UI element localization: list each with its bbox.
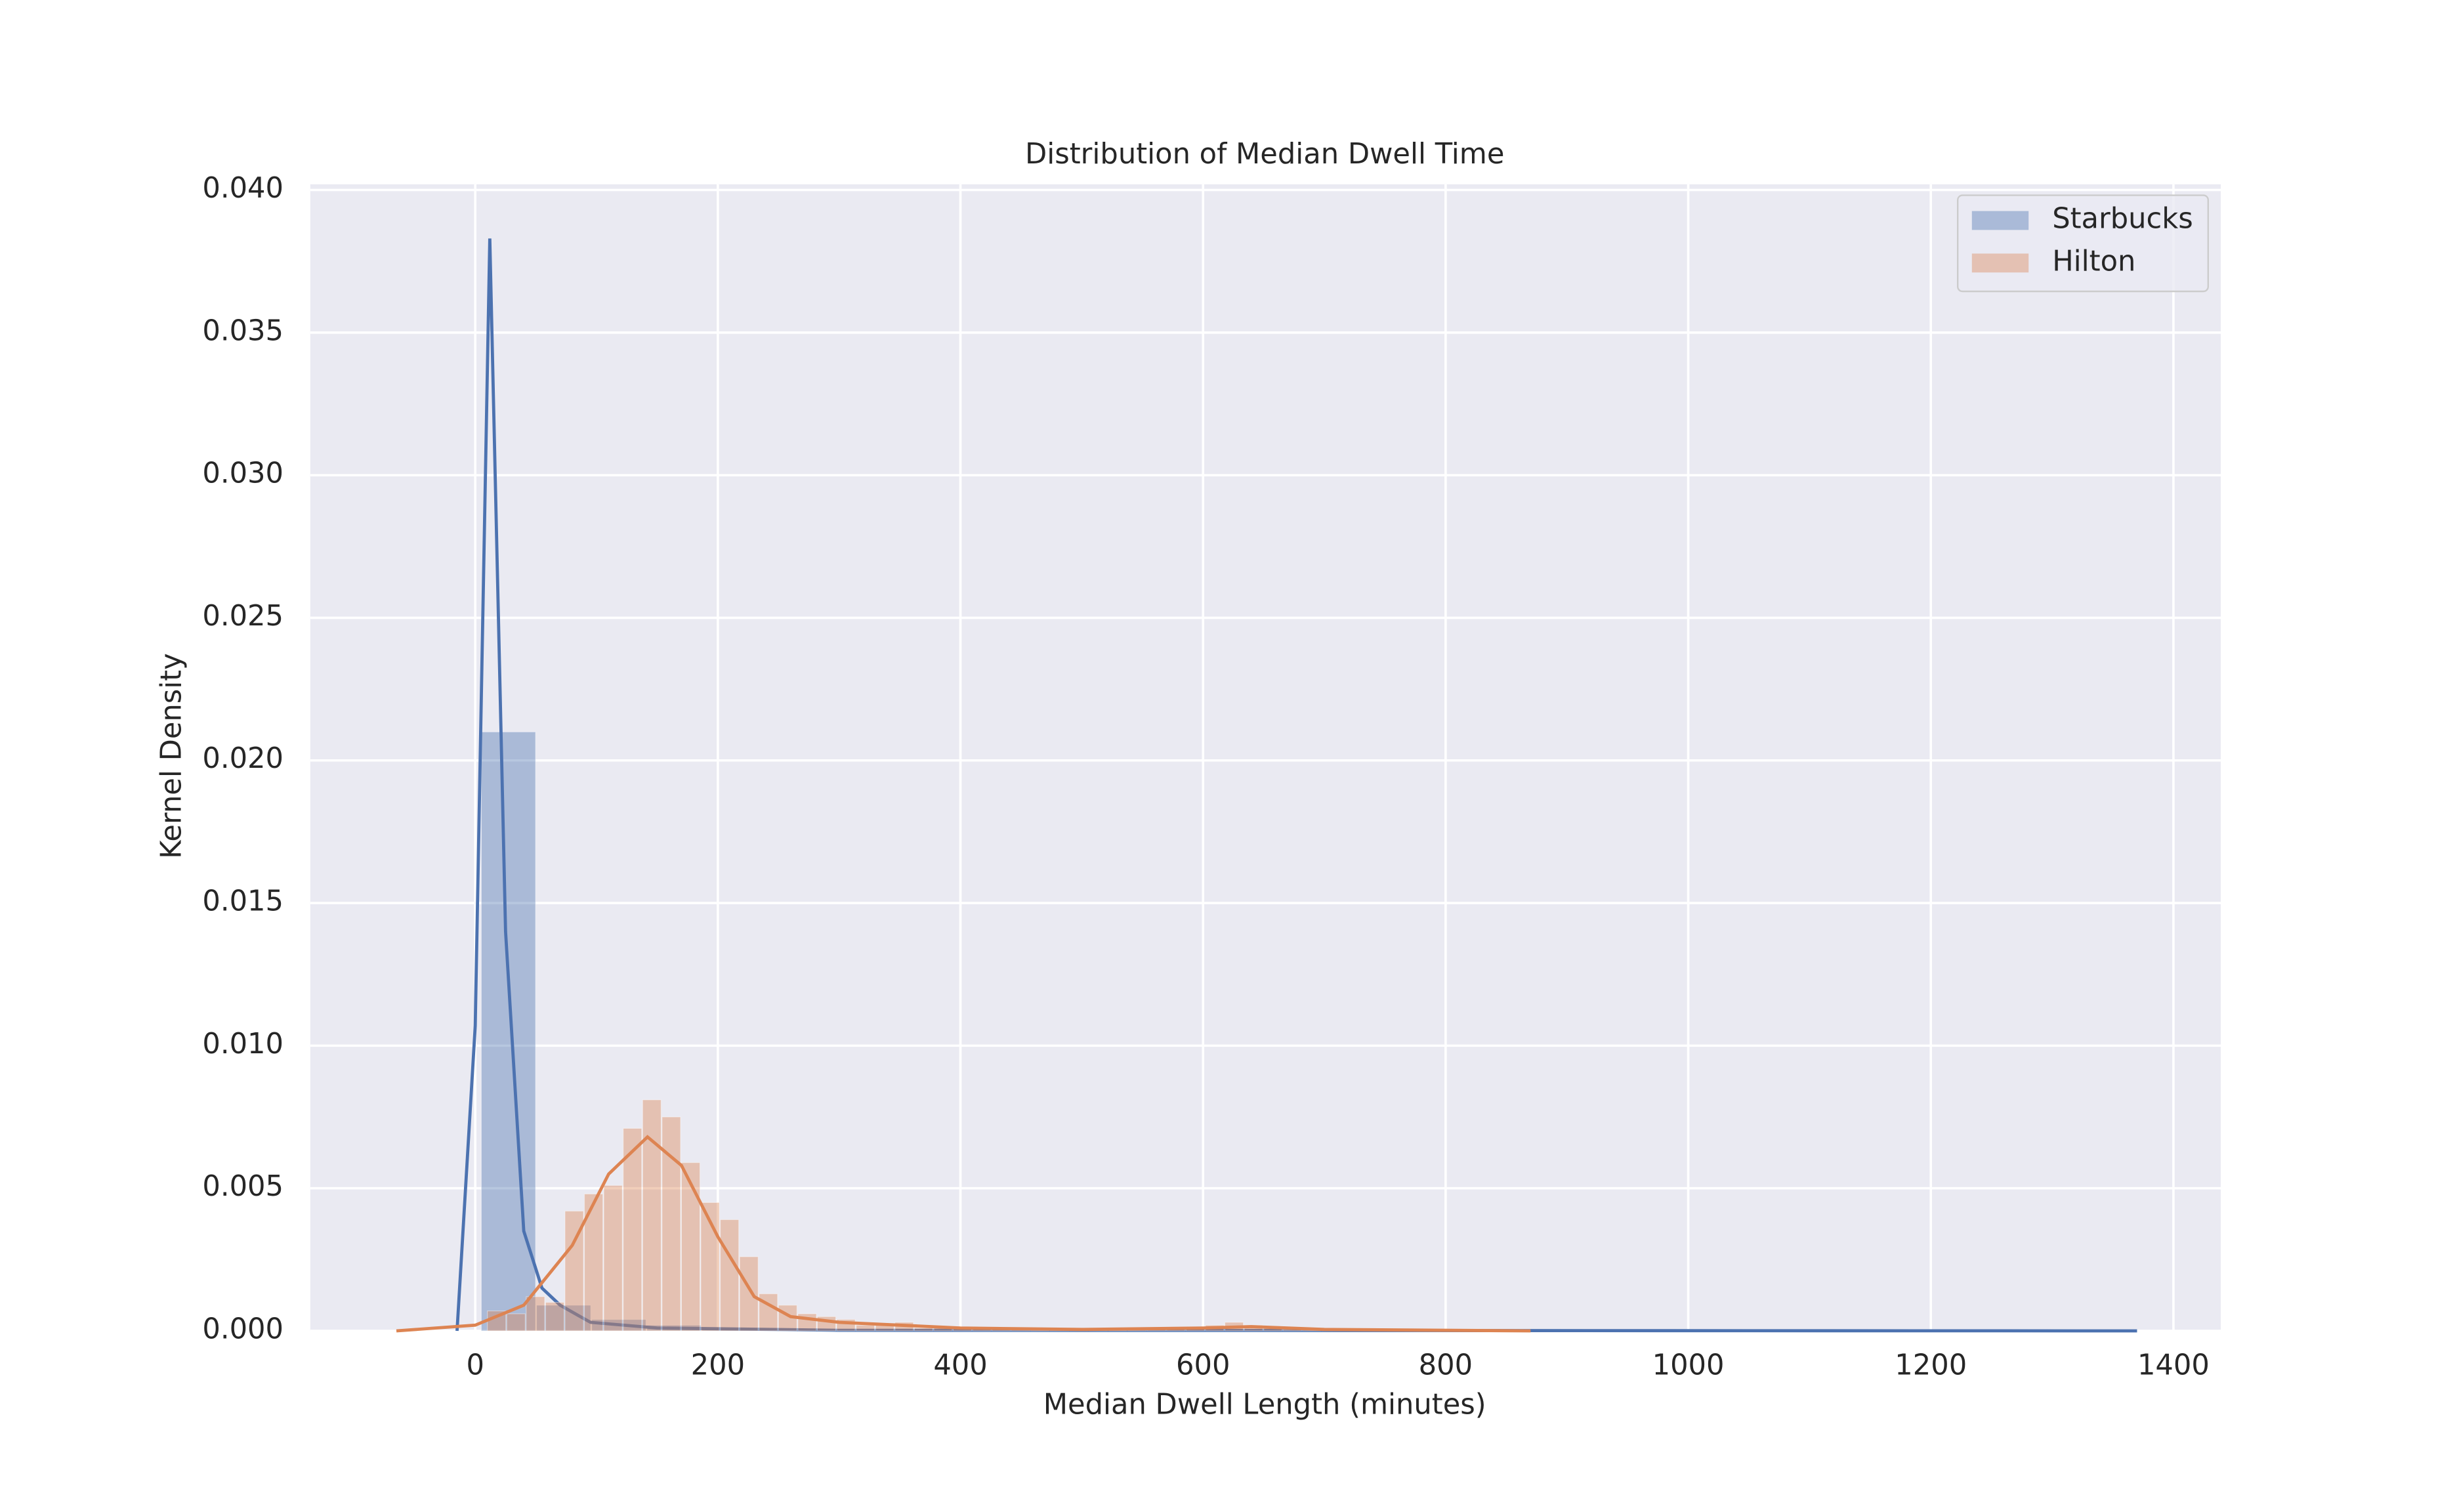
y-tick-label: 0.035 (202, 314, 284, 347)
legend-label: Starbucks (2052, 202, 2193, 235)
y-tick-label: 0.005 (202, 1170, 284, 1203)
grid: 0.000 0.005 0.010 0.015 0.020 0.025 0.030 0.035… (202, 172, 2221, 1382)
y-tick-label: 0.040 (202, 172, 284, 205)
x-axis-label: Median Dwell Length (minutes) (1043, 1389, 1486, 1421)
x-tick-label: 0 (466, 1349, 484, 1382)
x-tick-label: 1000 (1652, 1349, 1725, 1382)
y-tick-label: 0.000 (202, 1313, 284, 1346)
hist-bar (681, 1162, 701, 1332)
hist-bar (719, 1219, 740, 1332)
hist-bar (914, 1328, 934, 1332)
y-tick-label: 0.020 (202, 742, 284, 775)
hist-bar (623, 1127, 642, 1332)
x-tick-label: 1400 (2137, 1349, 2210, 1382)
y-axis-label: Kernel Density (155, 653, 188, 859)
legend-label: Hilton (2052, 245, 2135, 278)
hist-bar (662, 1116, 681, 1332)
plot-area (310, 184, 2221, 1331)
y-tick-label: 0.025 (202, 600, 284, 633)
hist-bar (603, 1185, 623, 1332)
hist-bar (855, 1324, 875, 1332)
y-tick-label: 0.010 (202, 1028, 284, 1060)
kde-line (455, 238, 2137, 1333)
x-tick-label: 1200 (1895, 1349, 1967, 1382)
hist-bar (642, 1099, 662, 1332)
hist-bar (545, 1301, 565, 1332)
legend-box (1957, 194, 2209, 293)
y-tick-label: 0.030 (202, 457, 284, 490)
y-tick-label: 0.015 (202, 885, 284, 918)
hist-bar (739, 1256, 759, 1332)
x-tick-label: 800 (1419, 1349, 1473, 1382)
x-tick-label: 200 (691, 1349, 745, 1382)
hist-bar (506, 1313, 526, 1332)
hist-bar (526, 1296, 545, 1332)
legend-swatch (1971, 211, 2029, 230)
hist-bar (480, 731, 536, 1332)
legend: Starbucks Hilton (1957, 194, 2209, 293)
legend-swatch (1971, 253, 2029, 273)
x-tick-label: 400 (933, 1349, 987, 1382)
marks (396, 238, 2137, 1333)
kde-line (396, 1135, 1531, 1333)
chart-title: Distribution of Median Dwell Time (1025, 138, 1504, 171)
x-tick-label: 600 (1176, 1349, 1230, 1382)
hist-bar (583, 1193, 604, 1332)
